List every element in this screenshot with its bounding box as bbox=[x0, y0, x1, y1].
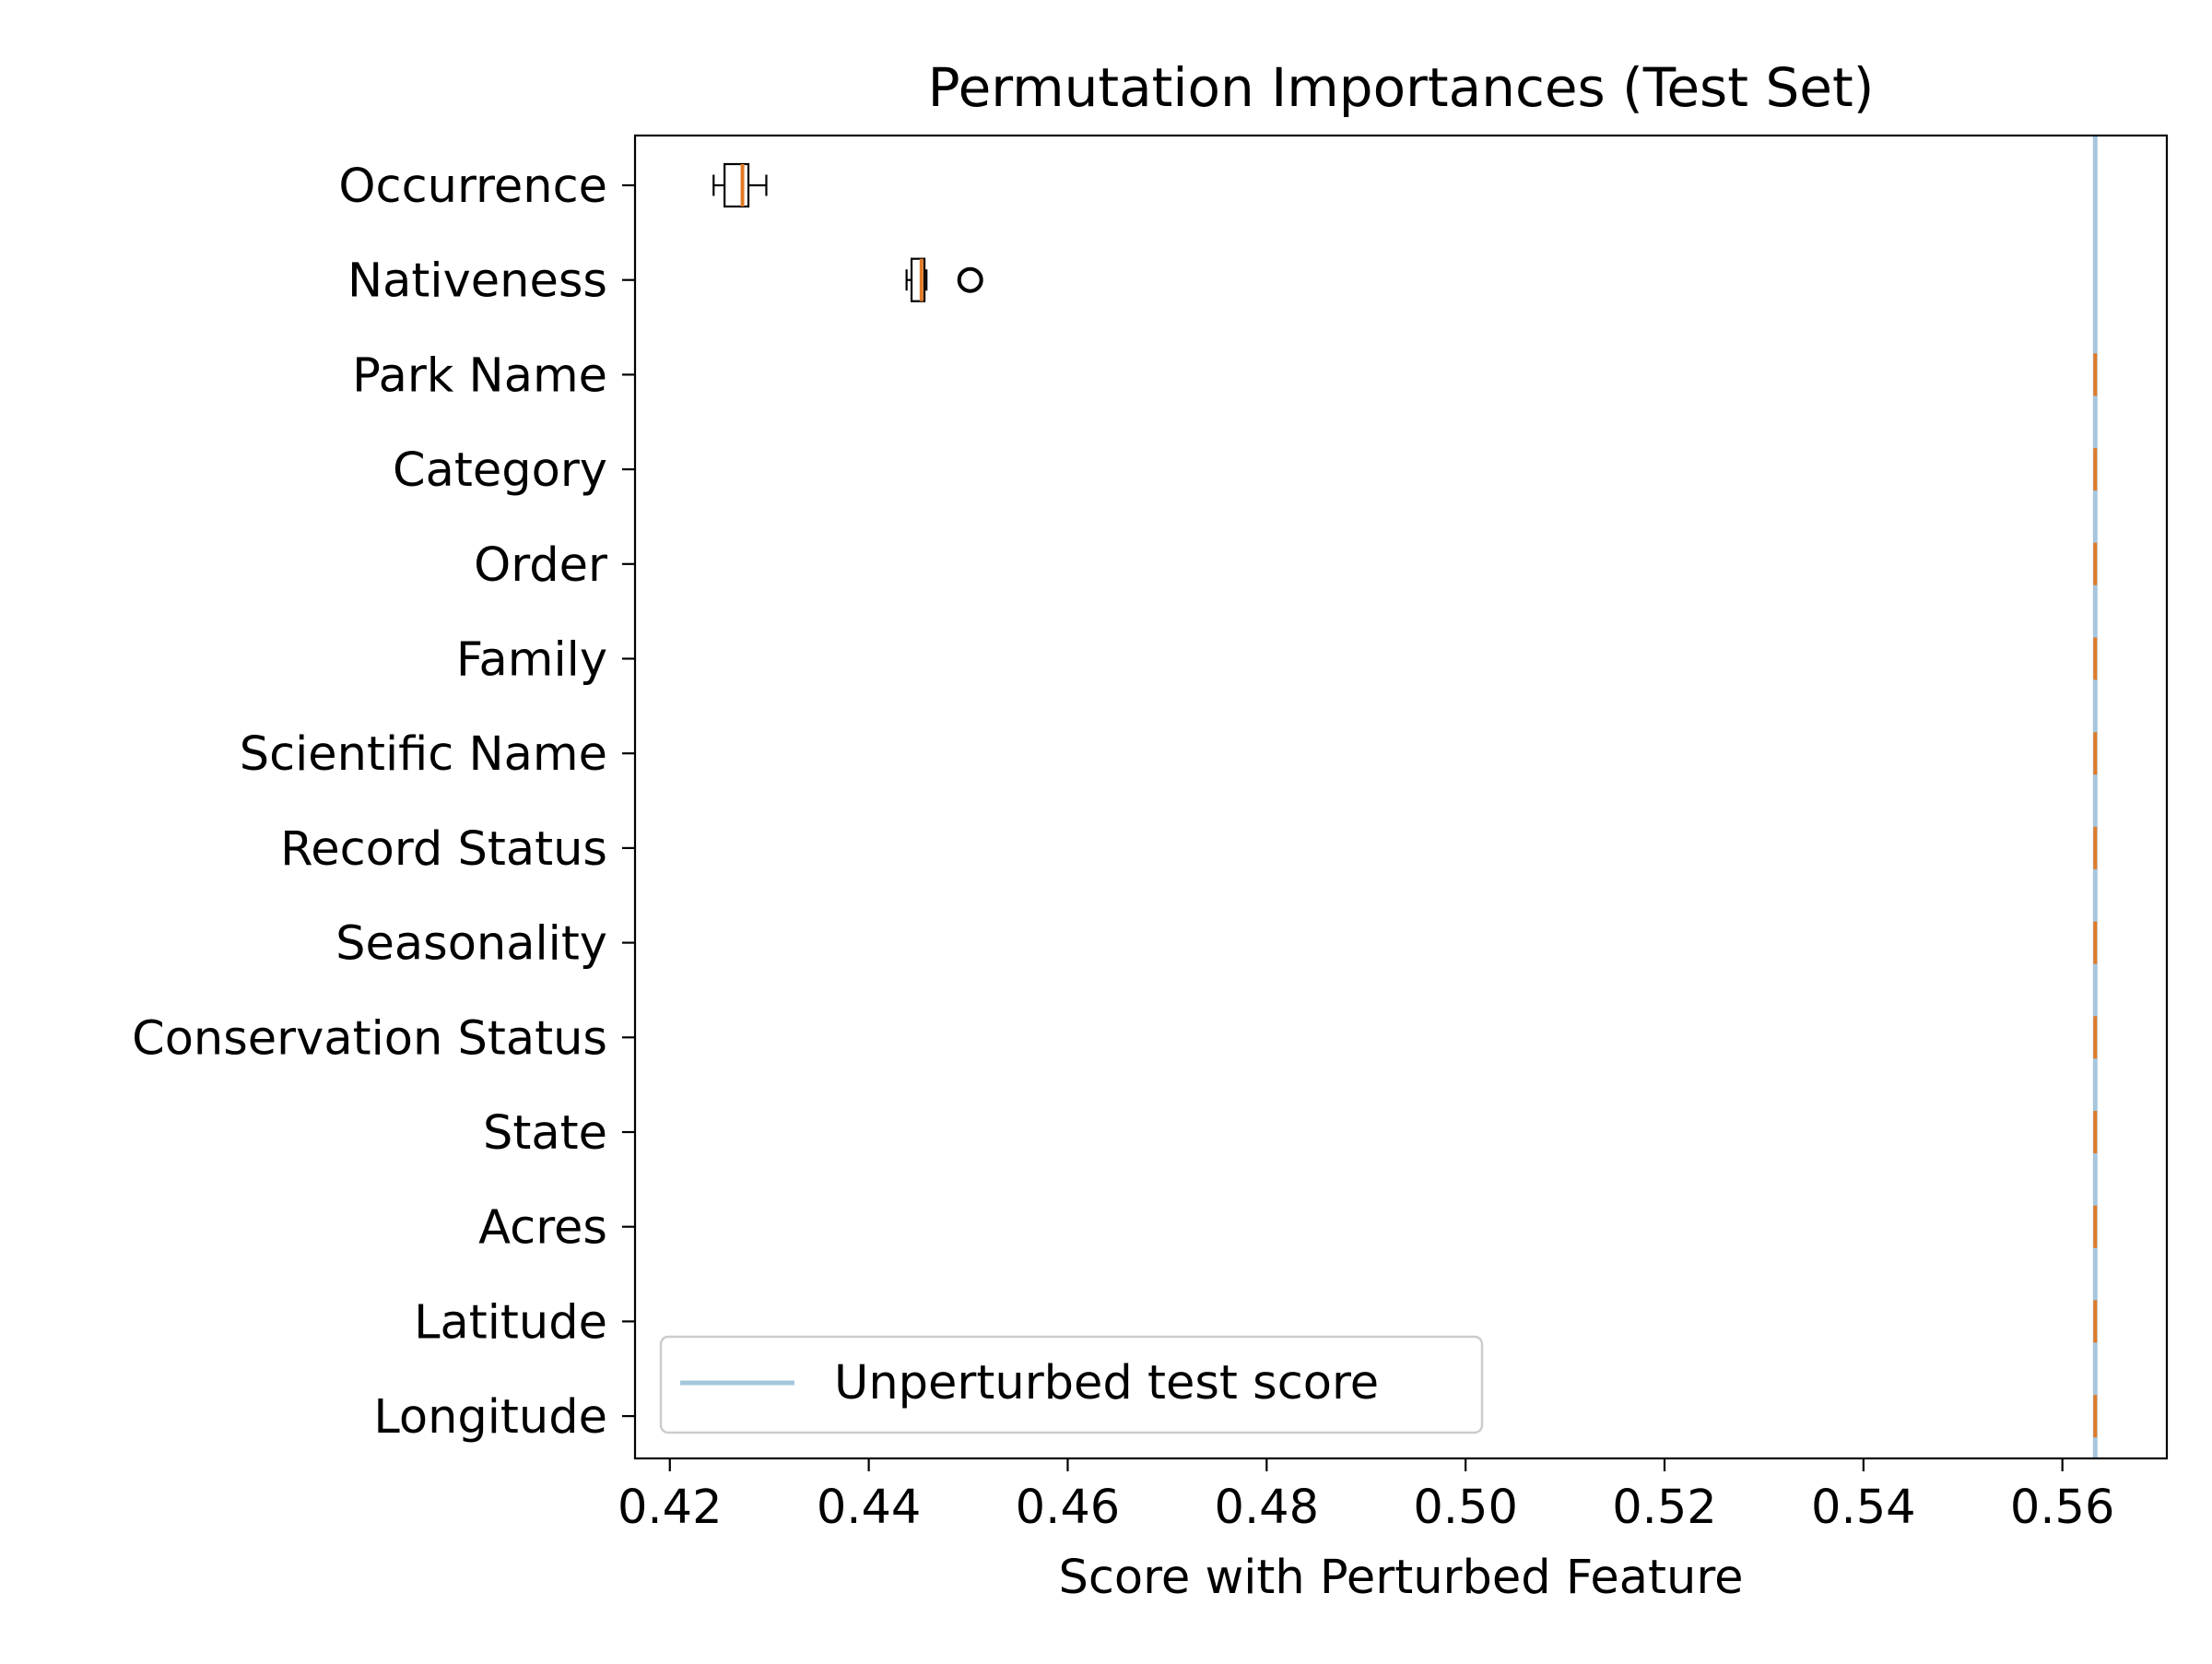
plot-area-frame bbox=[633, 134, 2169, 1460]
iqr-box bbox=[910, 257, 926, 302]
x-tick-label: 0.50 bbox=[1413, 1481, 1518, 1535]
y-tick-label: Acres bbox=[478, 1201, 607, 1256]
marks-layer bbox=[712, 136, 2098, 1458]
y-tick-label: Longitude bbox=[373, 1390, 607, 1445]
axes-layer: 0.42 0.44 0.46 0.48 0.50 0.52 0.54 0.56 Occurren… bbox=[132, 159, 2114, 1535]
y-tick-label: Park Name bbox=[352, 348, 607, 403]
y-tick-label: Occurrence bbox=[338, 159, 607, 214]
x-tick-label: 0.46 bbox=[1016, 1481, 1121, 1535]
chart-title: Permutation Importances (Test Set) bbox=[928, 56, 1875, 119]
x-tick-label: 0.44 bbox=[817, 1481, 922, 1535]
y-tick-label: State bbox=[483, 1106, 607, 1161]
y-tick-label: Record Status bbox=[280, 822, 607, 877]
x-tick-label: 0.42 bbox=[618, 1481, 723, 1535]
y-tick-label: Family bbox=[456, 633, 607, 688]
y-tick-label: Conservation Status bbox=[132, 1011, 607, 1066]
iqr-box bbox=[724, 162, 750, 208]
y-tick-label: Latitude bbox=[414, 1295, 607, 1350]
x-tick-label: 0.52 bbox=[1612, 1481, 1717, 1535]
y-tick-label: Order bbox=[474, 538, 607, 593]
y-tick-label: Seasonality bbox=[335, 917, 607, 972]
x-tick-label: 0.48 bbox=[1215, 1481, 1320, 1535]
y-tick-label: Scientific Name bbox=[240, 727, 607, 782]
x-axis-label: Score with Perturbed Feature bbox=[1058, 1551, 1743, 1605]
box-nativeness bbox=[905, 257, 983, 302]
legend-frame bbox=[659, 1335, 1484, 1434]
box-occurrence bbox=[712, 162, 768, 208]
x-tick-label: 0.56 bbox=[2010, 1481, 2115, 1535]
legend-label: Unperturbed test score bbox=[834, 1356, 1379, 1410]
x-tick-label: 0.54 bbox=[1811, 1481, 1916, 1535]
y-tick-label: Category bbox=[393, 443, 607, 498]
y-tick-label: Nativeness bbox=[347, 254, 607, 309]
legend: Unperturbed test score bbox=[659, 1335, 1484, 1434]
outlier-point bbox=[957, 266, 983, 293]
